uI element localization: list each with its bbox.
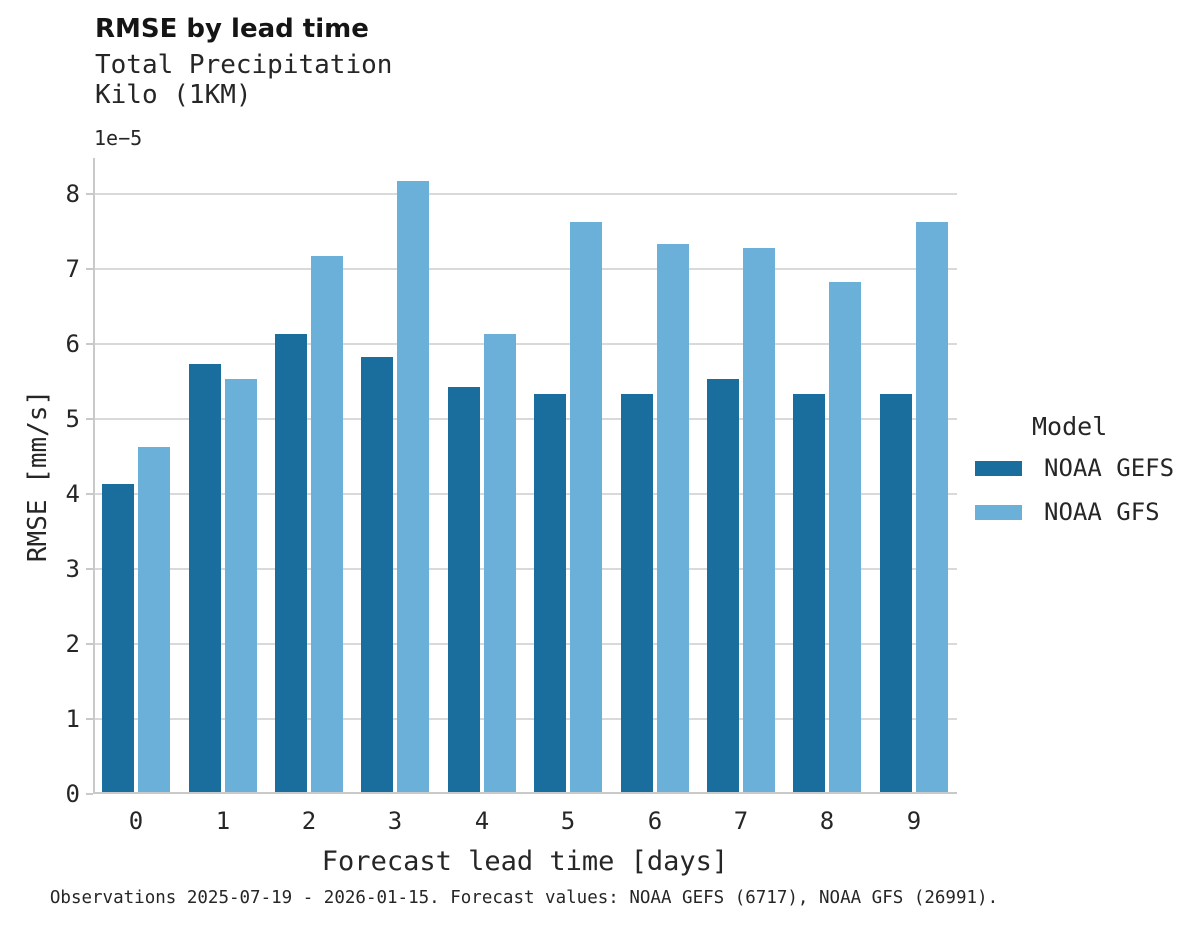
y-axis-offset-label: 1e−5: [94, 126, 143, 150]
gridline: [93, 718, 957, 720]
y-tick-mark: [86, 343, 93, 345]
chart-title: RMSE by lead time: [95, 14, 369, 44]
legend-label: NOAA GFS: [1044, 498, 1160, 526]
bar-noaa-gefs: [275, 334, 307, 792]
bar-noaa-gefs: [621, 394, 653, 792]
gridline: [93, 643, 957, 645]
legend-item-noaa-gfs: NOAA GFS: [962, 498, 1174, 526]
bar-noaa-gefs: [189, 364, 221, 792]
bar-noaa-gefs: [448, 387, 480, 792]
y-tick-label: 5: [65, 405, 80, 433]
y-tick-mark: [86, 193, 93, 195]
bar-noaa-gfs: [829, 282, 861, 792]
y-tick-mark: [86, 268, 93, 270]
x-tick-label: 7: [733, 807, 749, 835]
x-tick-label: 3: [387, 807, 403, 835]
y-tick-mark: [86, 493, 93, 495]
y-tick-mark: [86, 418, 93, 420]
y-tick-mark: [86, 643, 93, 645]
bar-noaa-gefs: [361, 357, 393, 792]
bar-noaa-gfs: [657, 244, 689, 792]
legend-item-noaa-gefs: NOAA GEFS: [962, 454, 1174, 482]
x-tick-label: 5: [560, 807, 576, 835]
y-tick-label: 1: [65, 705, 80, 733]
y-tick-label: 4: [65, 480, 80, 508]
legend-items: NOAA GEFS NOAA GFS: [962, 454, 1174, 526]
plot-area: [86, 158, 957, 795]
bar-noaa-gfs: [916, 222, 948, 792]
x-axis-label: Forecast lead time [days]: [321, 846, 729, 877]
bar-noaa-gefs: [707, 379, 739, 792]
y-tick-mark: [86, 568, 93, 570]
bar-noaa-gfs: [743, 248, 775, 792]
y-tick-label: 0: [65, 780, 80, 808]
bar-noaa-gefs: [880, 394, 912, 792]
bar-noaa-gfs: [570, 222, 602, 792]
y-tick-label: 3: [65, 555, 80, 583]
gridline: [93, 343, 957, 345]
x-tick-label: 9: [906, 807, 922, 835]
legend-swatch-noaa-gfs: [975, 504, 1022, 520]
x-tick-label: 4: [474, 807, 490, 835]
y-axis-spine: [93, 158, 95, 794]
bar-noaa-gfs: [397, 181, 429, 792]
x-tick-label: 6: [647, 807, 663, 835]
bar-noaa-gfs: [311, 256, 343, 792]
x-tick-label: 8: [819, 807, 835, 835]
y-tick-mark: [86, 718, 93, 720]
caption: Observations 2025-07-19 - 2026-01-15. Fo…: [49, 888, 999, 908]
bar-noaa-gfs: [225, 379, 257, 792]
legend-title: Model: [1032, 412, 1108, 441]
bar-noaa-gefs: [102, 484, 134, 792]
x-tick-label: 1: [215, 807, 231, 835]
x-axis-spine: [93, 792, 957, 794]
bar-noaa-gefs: [793, 394, 825, 792]
legend-label: NOAA GEFS: [1044, 454, 1175, 482]
gridline: [93, 493, 957, 495]
gridline: [93, 418, 957, 420]
legend-swatch-noaa-gefs: [975, 460, 1022, 476]
gridline: [93, 568, 957, 570]
y-tick-mark: [86, 793, 93, 795]
y-tick-label: 7: [65, 255, 80, 283]
x-tick-label: 2: [301, 807, 317, 835]
y-tick-label: 8: [65, 180, 80, 208]
chart-subtitle: Total Precipitation Kilo (1KM): [95, 50, 393, 110]
gridline: [93, 193, 957, 195]
bar-noaa-gfs: [484, 334, 516, 792]
legend: Model NOAA GEFS NOAA GFS: [962, 412, 1174, 542]
y-tick-label: 6: [65, 330, 80, 358]
bar-noaa-gefs: [534, 394, 566, 792]
bar-noaa-gfs: [138, 447, 170, 792]
y-tick-label: 2: [65, 630, 80, 658]
gridline: [93, 268, 957, 270]
x-tick-label: 0: [128, 807, 144, 835]
